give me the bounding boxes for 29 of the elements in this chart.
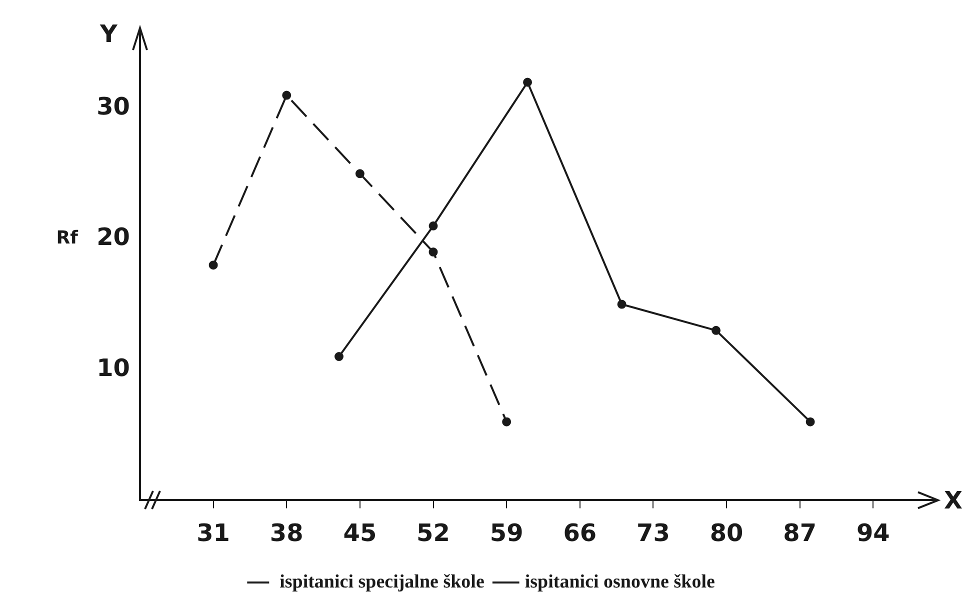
point — [355, 169, 364, 178]
x-tick-label: 87 — [783, 518, 817, 547]
x-tick-label: 73 — [636, 518, 670, 547]
x-tick-label: 59 — [490, 518, 524, 547]
legend-label: ispitanici specijalne škole — [280, 571, 484, 592]
point — [428, 221, 438, 230]
legend-label: ispitanici osnovne škole — [524, 571, 715, 592]
x-tick-label: 31 — [196, 518, 230, 547]
y-axis-title: Rf — [56, 228, 78, 249]
x-tick-label: 94 — [856, 518, 890, 547]
point — [282, 90, 292, 100]
x-tick-label: 66 — [563, 518, 597, 547]
point — [806, 417, 815, 426]
x-axis-title: X — [944, 486, 963, 514]
point — [502, 417, 512, 426]
text: Y — [99, 20, 118, 48]
x-tick-label: 45 — [343, 518, 377, 547]
y-tick-label: 10 — [96, 354, 130, 382]
point — [617, 300, 626, 309]
point — [428, 248, 438, 257]
point — [208, 260, 218, 270]
x-tick-label: 38 — [270, 518, 304, 547]
y-tick-label: 20 — [96, 223, 130, 252]
x-tick-label: 80 — [710, 518, 744, 547]
point — [523, 78, 532, 87]
x-tick-label: 52 — [416, 518, 450, 547]
point — [712, 326, 721, 335]
y-tick-label: 30 — [96, 92, 130, 121]
point — [334, 352, 344, 362]
